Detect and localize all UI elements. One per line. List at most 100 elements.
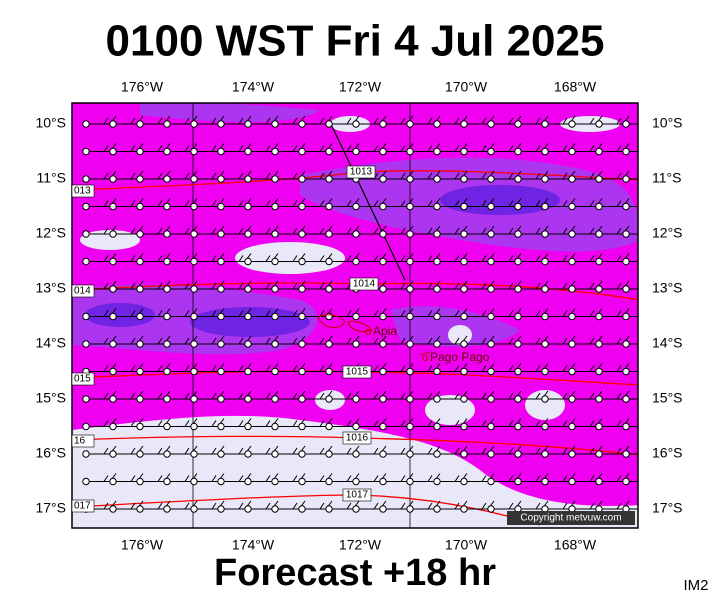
barb-station — [460, 202, 468, 211]
wind-barb — [407, 529, 440, 540]
barb-station — [595, 395, 603, 403]
barb-flag — [427, 117, 433, 125]
longitude-label: 170°W — [445, 537, 488, 553]
barb-station — [406, 422, 414, 431]
latitude-label: 10°S — [652, 115, 683, 131]
wind-barb — [109, 335, 144, 348]
barb-station — [406, 147, 414, 156]
barb-flag — [292, 475, 298, 482]
barb-station — [568, 340, 576, 348]
barb-station — [244, 477, 252, 486]
barb-station — [136, 450, 144, 458]
barb-flag — [211, 172, 217, 180]
barb-flag — [265, 447, 271, 455]
barb-flag — [131, 531, 135, 537]
wind-barb — [514, 170, 549, 183]
wind-barb — [379, 473, 414, 486]
barb-station — [487, 147, 495, 156]
wind-barb — [244, 335, 279, 348]
barb-flag — [103, 310, 109, 317]
barb-station — [406, 312, 414, 321]
wind-barb — [460, 253, 495, 266]
barb-station — [542, 533, 548, 539]
barb-flag — [535, 365, 541, 372]
wind-barb — [379, 418, 414, 431]
barb-station — [352, 395, 360, 403]
barb-flag — [589, 282, 595, 290]
barb-flag — [650, 199, 656, 207]
wind-barb — [406, 473, 441, 486]
barb-flag — [616, 172, 622, 180]
barb-station — [622, 202, 630, 211]
barb-station — [163, 340, 171, 348]
barb-flag — [589, 420, 595, 427]
barb-station — [622, 312, 630, 321]
barb-station — [163, 230, 171, 238]
wind-barb — [298, 143, 333, 156]
barb-flag — [562, 255, 568, 262]
barb-flag — [454, 365, 460, 372]
barb-station — [406, 340, 414, 348]
barb-flag — [211, 117, 217, 125]
barb-flag — [157, 282, 163, 290]
barb-flag — [536, 531, 540, 537]
barb-flag — [245, 529, 251, 537]
barb-flag — [515, 529, 521, 537]
barb-flag — [265, 117, 271, 125]
barb-station — [433, 285, 441, 293]
barb-station — [190, 340, 198, 348]
barb-station — [568, 395, 576, 403]
barb-flag — [272, 529, 278, 537]
barb-flag — [238, 392, 244, 400]
latitude-label: 14°S — [652, 335, 683, 351]
barb-station — [325, 450, 333, 458]
wind-barb — [406, 225, 441, 238]
barb-station — [244, 147, 252, 156]
wind-barb — [325, 143, 360, 156]
barb-station — [406, 367, 414, 376]
barb-station — [622, 367, 630, 376]
barb-station — [568, 202, 576, 211]
barb-flag — [292, 447, 298, 455]
barb-flag — [644, 256, 648, 262]
barb-flag — [644, 393, 648, 399]
barb-flag — [292, 310, 298, 317]
barb-flag — [455, 531, 459, 537]
barb-station — [299, 533, 305, 539]
wind-barb — [352, 473, 387, 486]
barb-flag — [319, 282, 325, 290]
barb-flag — [589, 310, 595, 317]
wind-barb — [352, 418, 387, 431]
barb-flag — [427, 447, 433, 455]
barb-flag — [508, 310, 514, 317]
latitude-label: 11°S — [37, 170, 66, 186]
isobar-label-box — [71, 434, 95, 448]
barb-flag — [103, 282, 109, 290]
barb-station — [217, 422, 225, 431]
barb-station — [190, 147, 198, 156]
barb-station — [271, 505, 279, 513]
barb-flag — [454, 310, 460, 317]
isobar-label-box — [71, 499, 95, 513]
wind-barb — [514, 143, 549, 156]
barb-flag — [346, 420, 352, 427]
barb-flag — [265, 172, 271, 180]
barb-station — [109, 477, 117, 486]
barb-station — [541, 422, 549, 431]
barb-flag — [265, 365, 271, 372]
barb-station — [406, 175, 414, 183]
barb-station — [218, 533, 224, 539]
barb-flag — [130, 447, 136, 455]
barb-flag — [454, 447, 460, 455]
barb-flag — [292, 337, 298, 345]
barb-station — [514, 147, 522, 156]
barb-station — [163, 257, 171, 266]
barb-flag — [508, 227, 514, 235]
wind-barb — [379, 280, 414, 293]
barb-flag — [616, 310, 622, 317]
barb-station — [244, 395, 252, 403]
wind-barb — [622, 393, 648, 403]
longitude-label: 176°W — [121, 79, 164, 95]
barb-flag — [454, 117, 460, 125]
wind-barb — [379, 500, 414, 513]
